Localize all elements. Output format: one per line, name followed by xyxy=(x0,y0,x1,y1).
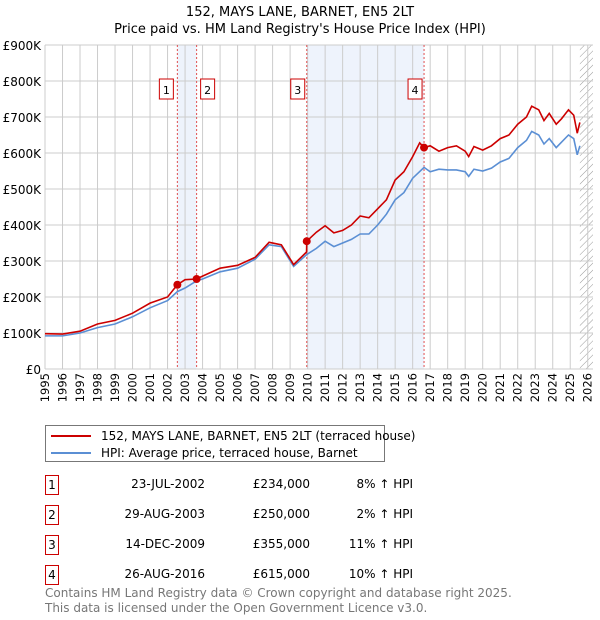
x-tick-label: 2023 xyxy=(528,373,542,402)
x-tick-label: 2013 xyxy=(353,373,367,402)
sale-row: 2 29-AUG-2003 £250,000 2% ↑ HPI xyxy=(45,505,425,525)
x-tick-label: 1997 xyxy=(73,373,87,402)
x-tick-label: 2003 xyxy=(178,373,192,402)
sale-label-box xyxy=(290,78,306,100)
sale-label: 4 xyxy=(412,84,419,97)
sale-date: 26-AUG-2016 xyxy=(124,567,206,581)
sale-number: 1 xyxy=(45,475,59,495)
sale-date: 29-AUG-2003 xyxy=(124,507,206,521)
x-tick-label: 2024 xyxy=(546,373,560,402)
y-tick-label: £900K xyxy=(3,39,43,53)
x-tick-label: 2002 xyxy=(161,373,175,402)
sale-price: £250,000 xyxy=(252,507,310,521)
sale-number: 4 xyxy=(45,565,59,585)
y-tick-label: £100K xyxy=(3,327,43,341)
x-tick-label: 2016 xyxy=(406,373,420,402)
x-tick-label: 2019 xyxy=(458,373,472,402)
sale-hpi-diff: 8% ↑ HPI xyxy=(356,477,413,491)
x-tick-label: 2017 xyxy=(423,373,437,402)
sale-point xyxy=(302,237,311,246)
y-tick-label: £500K xyxy=(3,183,43,197)
sale-label: 3 xyxy=(294,84,301,97)
sale-number: 3 xyxy=(45,535,59,555)
x-tick-label: 2026 xyxy=(581,373,595,402)
forecast-hatch xyxy=(579,45,593,369)
sale-label-box xyxy=(407,78,423,100)
legend-red-line xyxy=(51,434,91,437)
x-tick-label: 2005 xyxy=(213,373,227,402)
legend-property: 152, MAYS LANE, BARNET, EN5 2LT (terrace… xyxy=(101,428,416,443)
sale-date: 23-JUL-2002 xyxy=(131,477,205,491)
sale-label-box xyxy=(158,78,174,100)
x-tick-label: 1995 xyxy=(38,373,52,402)
shaded-range xyxy=(177,45,197,369)
sale-price: £355,000 xyxy=(252,537,310,551)
x-tick-label: 2007 xyxy=(248,373,262,402)
hpi-line xyxy=(45,130,581,337)
x-tick-label: 2022 xyxy=(511,373,525,402)
x-tick-label: 2018 xyxy=(441,373,455,402)
sale-hpi-diff: 10% ↑ HPI xyxy=(348,567,413,581)
x-tick-label: 2020 xyxy=(476,373,490,402)
x-tick-label: 2010 xyxy=(301,373,315,402)
sale-hpi-diff: 2% ↑ HPI xyxy=(356,507,413,521)
sale-hpi-diff: 11% ↑ HPI xyxy=(348,537,413,551)
legend: 152, MAYS LANE, BARNET, EN5 2LT (terrace… xyxy=(45,425,415,462)
chart-title: 152, MAYS LANE, BARNET, EN5 2LT xyxy=(186,5,414,20)
legend-hpi: HPI: Average price, terraced house, Barn… xyxy=(101,445,358,460)
y-tick-label: £0 xyxy=(26,363,41,377)
x-tick-label: 2015 xyxy=(388,373,402,402)
sale-row: 4 26-AUG-2016 £615,000 10% ↑ HPI xyxy=(45,565,425,585)
x-tick-label: 1996 xyxy=(56,373,70,402)
footer-licence: This data is licensed under the Open Gov… xyxy=(45,601,428,615)
x-tick-label: 2004 xyxy=(196,373,210,402)
footer-copyright: Contains HM Land Registry data © Crown c… xyxy=(45,586,512,600)
sale-point xyxy=(173,280,182,289)
x-tick-label: 2014 xyxy=(371,373,385,402)
x-tick-label: 2009 xyxy=(283,373,297,402)
legend-blue-line xyxy=(51,451,91,454)
x-tick-label: 1999 xyxy=(108,373,122,402)
x-tick-label: 2001 xyxy=(143,373,157,402)
x-tick-label: 2012 xyxy=(336,373,350,402)
y-tick-label: £300K xyxy=(3,255,43,269)
sale-point xyxy=(192,275,201,283)
property-line xyxy=(44,105,581,335)
x-tick-label: 2000 xyxy=(126,373,140,402)
x-tick-label: 2011 xyxy=(318,373,332,402)
chart-subtitle: Price paid vs. HM Land Registry's House … xyxy=(114,22,486,37)
price-chart: 152, MAYS LANE, BARNET, EN5 2LT Price pa… xyxy=(3,5,595,402)
y-tick-label: £400K xyxy=(3,219,43,233)
sale-label-box xyxy=(200,78,216,100)
x-tick-label: 2025 xyxy=(563,373,577,402)
sale-row: 3 14-DEC-2009 £355,000 11% ↑ HPI xyxy=(45,535,425,555)
sale-price: £615,000 xyxy=(252,567,310,581)
y-tick-label: £200K xyxy=(3,291,43,305)
y-tick-label: £700K xyxy=(3,111,43,125)
shaded-range xyxy=(306,45,425,369)
x-tick-label: 1998 xyxy=(91,373,105,402)
sale-row: 1 23-JUL-2002 £234,000 8% ↑ HPI xyxy=(45,475,425,495)
sale-point xyxy=(420,143,429,152)
sale-price: £234,000 xyxy=(252,477,310,491)
x-tick-label: 2021 xyxy=(493,373,507,402)
x-tick-label: 2008 xyxy=(266,373,280,402)
sale-label: 2 xyxy=(204,84,211,97)
x-tick-label: 2006 xyxy=(231,373,245,402)
sale-label: 1 xyxy=(163,84,170,97)
sale-date: 14-DEC-2009 xyxy=(125,537,205,551)
y-tick-label: £600K xyxy=(3,147,43,161)
sale-number: 2 xyxy=(45,505,59,525)
y-tick-label: £800K xyxy=(3,75,43,89)
